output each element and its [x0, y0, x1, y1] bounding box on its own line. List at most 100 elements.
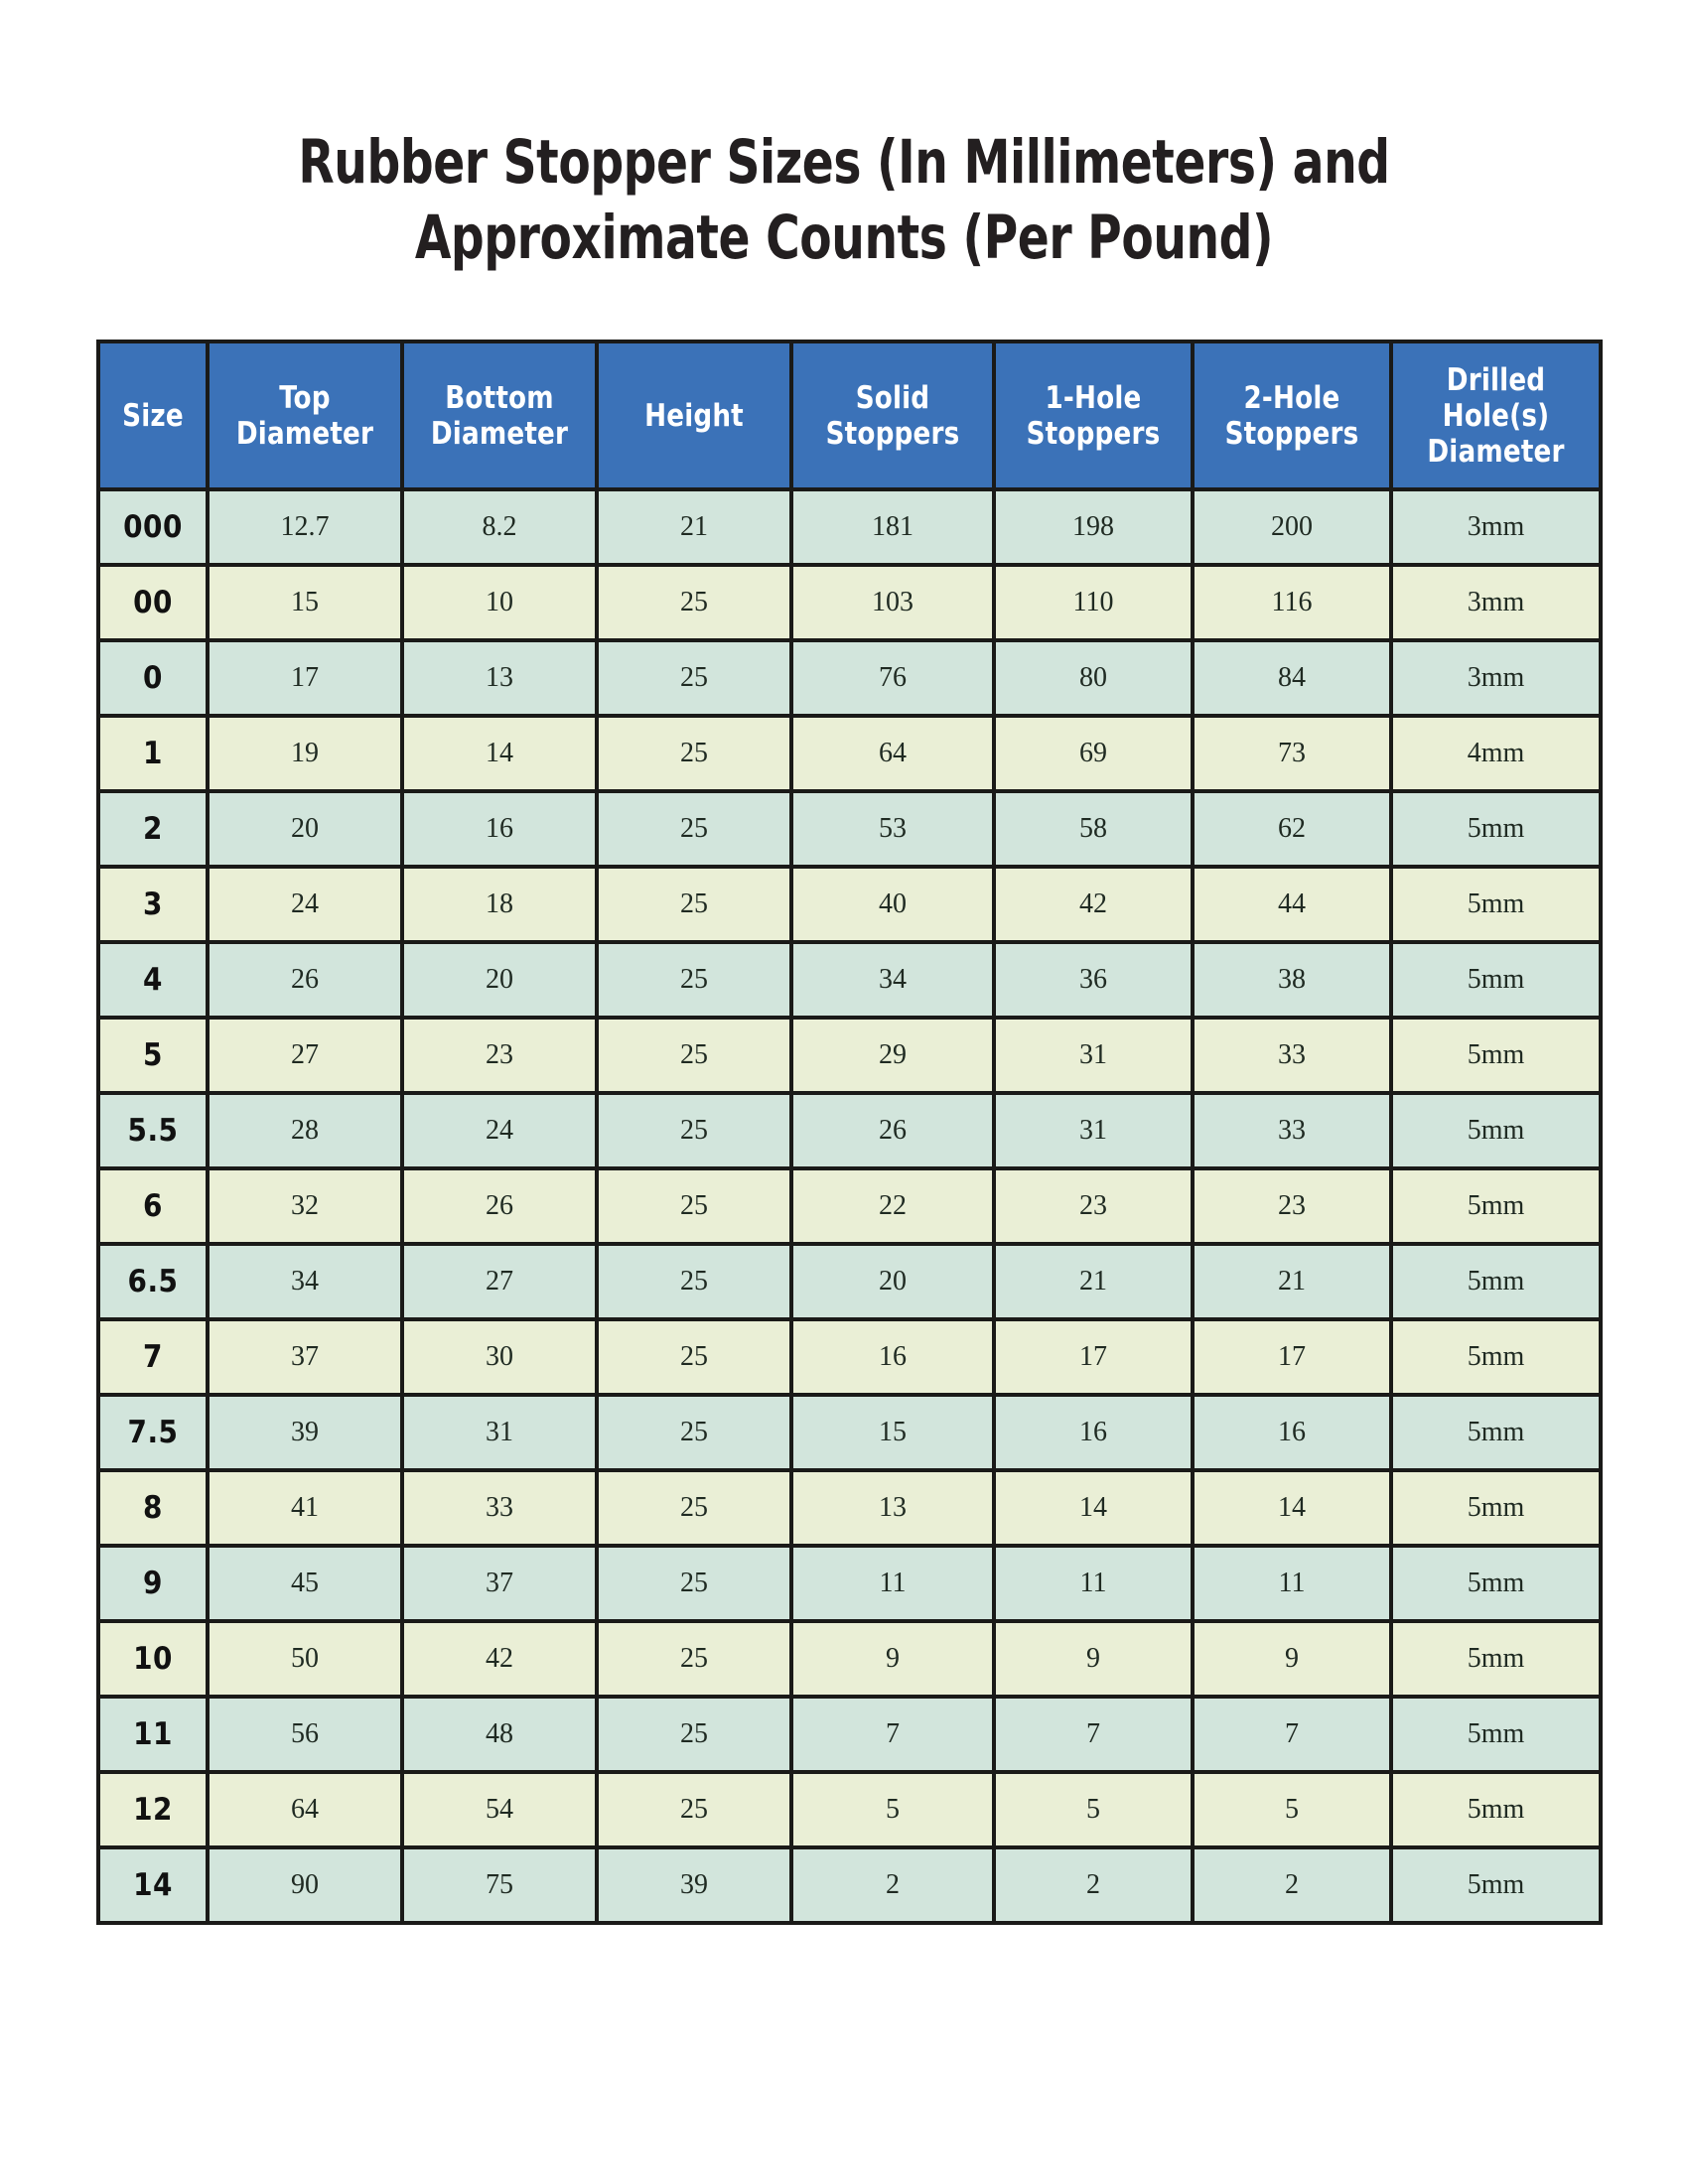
stopper-size-table: Size Top Diameter Bottom Diameter Height	[96, 340, 1603, 1925]
cell-value: 13	[789, 1468, 996, 1548]
cell-value: 37	[206, 1317, 404, 1397]
cell-value: 50	[206, 1619, 404, 1699]
cell-value: 11	[789, 1544, 996, 1623]
cell-value: 13	[400, 638, 599, 718]
cell-value: 5mm	[1389, 789, 1603, 869]
cell-value: 11	[992, 1544, 1195, 1623]
cell-value: 181	[789, 487, 996, 567]
cell-value: 2	[992, 1845, 1195, 1925]
cell-value: 19	[206, 714, 404, 793]
cell-value: 25	[595, 563, 793, 642]
table-row: 6 32 26 25 22 23 23 5mm	[96, 1166, 1603, 1246]
table-row: 0 17 13 25 76 80 84 3mm	[96, 638, 1603, 718]
cell-value: 21	[992, 1242, 1195, 1321]
table-row: 14 90 75 39 2 2 2 5mm	[96, 1845, 1603, 1925]
table-row: 7.5 39 31 25 15 16 16 5mm	[96, 1393, 1603, 1472]
table-header: Size Top Diameter Bottom Diameter Height	[96, 340, 1603, 491]
cell-size: 12	[96, 1770, 210, 1849]
cell-value: 64	[789, 714, 996, 793]
cell-value: 15	[789, 1393, 996, 1472]
cell-value: 56	[206, 1695, 404, 1774]
cell-value: 5mm	[1389, 940, 1603, 1020]
table-row: 8 41 33 25 13 14 14 5mm	[96, 1468, 1603, 1548]
cell-value: 10	[400, 563, 599, 642]
cell-value: 5mm	[1389, 1544, 1603, 1623]
table-row: 12 64 54 25 5 5 5 5mm	[96, 1770, 1603, 1849]
table-row: 11 56 48 25 7 7 7 5mm	[96, 1695, 1603, 1774]
table-row: 7 37 30 25 16 17 17 5mm	[96, 1317, 1603, 1397]
cell-value: 7	[1191, 1695, 1393, 1774]
cell-value: 5mm	[1389, 1619, 1603, 1699]
cell-value: 26	[400, 1166, 599, 1246]
cell-value: 44	[1191, 865, 1393, 944]
cell-value: 22	[789, 1166, 996, 1246]
cell-value: 29	[789, 1016, 996, 1095]
column-header-size: Size	[96, 340, 210, 491]
cell-value: 33	[1191, 1091, 1393, 1170]
cell-value: 7	[789, 1695, 996, 1774]
cell-value: 23	[992, 1166, 1195, 1246]
column-header-drilled-hole-diameter-line-1: Drilled	[1446, 361, 1546, 398]
cell-value: 42	[400, 1619, 599, 1699]
cell-value: 33	[400, 1468, 599, 1548]
cell-value: 14	[400, 714, 599, 793]
column-header-2-hole-stoppers-line-1: 2-Hole	[1243, 379, 1340, 416]
cell-value: 5mm	[1389, 1393, 1603, 1472]
table-row: 000 12.7 8.2 21 181 198 200 3mm	[96, 487, 1603, 567]
cell-value: 9	[992, 1619, 1195, 1699]
cell-value: 30	[400, 1317, 599, 1397]
cell-value: 16	[789, 1317, 996, 1397]
cell-value: 5mm	[1389, 1845, 1603, 1925]
cell-value: 7	[992, 1695, 1195, 1774]
cell-value: 25	[595, 714, 793, 793]
cell-value: 17	[1191, 1317, 1393, 1397]
column-header-solid-stoppers: Solid Stoppers	[789, 340, 996, 491]
cell-value: 64	[206, 1770, 404, 1849]
cell-value: 3mm	[1389, 638, 1603, 718]
cell-size: 14	[96, 1845, 210, 1925]
table-body: 000 12.7 8.2 21 181 198 200 3mm 00 15 10 25 103 110 11…	[96, 487, 1603, 1925]
cell-value: 9	[1191, 1619, 1393, 1699]
cell-value: 33	[1191, 1016, 1393, 1095]
cell-value: 40	[789, 865, 996, 944]
cell-value: 25	[595, 1468, 793, 1548]
cell-value: 34	[206, 1242, 404, 1321]
column-header-1-hole-stoppers-line-2: Stoppers	[1026, 415, 1161, 452]
column-header-top-diameter-line-2: Diameter	[235, 415, 374, 452]
cell-value: 3mm	[1389, 563, 1603, 642]
cell-value: 5	[789, 1770, 996, 1849]
table-row: 6.5 34 27 25 20 21 21 5mm	[96, 1242, 1603, 1321]
cell-value: 25	[595, 940, 793, 1020]
cell-size: 11	[96, 1695, 210, 1774]
cell-value: 5mm	[1389, 1091, 1603, 1170]
page-title: Rubber Stopper Sizes (In Millimeters) an…	[0, 125, 1688, 276]
cell-value: 5mm	[1389, 865, 1603, 944]
table-row: 5 27 23 25 29 31 33 5mm	[96, 1016, 1603, 1095]
cell-size: 0	[96, 638, 210, 718]
cell-value: 200	[1191, 487, 1393, 567]
cell-value: 11	[1191, 1544, 1393, 1623]
cell-value: 39	[206, 1393, 404, 1472]
cell-value: 21	[595, 487, 793, 567]
cell-value: 27	[206, 1016, 404, 1095]
column-header-1-hole-stoppers: 1-Hole Stoppers	[992, 340, 1195, 491]
column-header-2-hole-stoppers-line-2: Stoppers	[1224, 415, 1359, 452]
cell-value: 53	[789, 789, 996, 869]
cell-size: 00	[96, 563, 210, 642]
cell-size: 9	[96, 1544, 210, 1623]
column-header-2-hole-stoppers: 2-Hole Stoppers	[1191, 340, 1393, 491]
cell-value: 25	[595, 789, 793, 869]
page-title-line-2: Approximate Counts (Per Pound)	[414, 203, 1274, 273]
cell-value: 18	[400, 865, 599, 944]
cell-value: 25	[595, 638, 793, 718]
stopper-size-table-container: Size Top Diameter Bottom Diameter Height	[96, 340, 1603, 1925]
column-header-bottom-diameter-line-2: Diameter	[430, 415, 569, 452]
cell-value: 198	[992, 487, 1195, 567]
column-header-drilled-hole-diameter-line-3: Diameter	[1427, 433, 1565, 470]
table-row: 1 19 14 25 64 69 73 4mm	[96, 714, 1603, 793]
column-header-1-hole-stoppers-line-1: 1-Hole	[1045, 379, 1142, 416]
cell-value: 23	[1191, 1166, 1393, 1246]
cell-value: 25	[595, 1016, 793, 1095]
cell-size: 6	[96, 1166, 210, 1246]
